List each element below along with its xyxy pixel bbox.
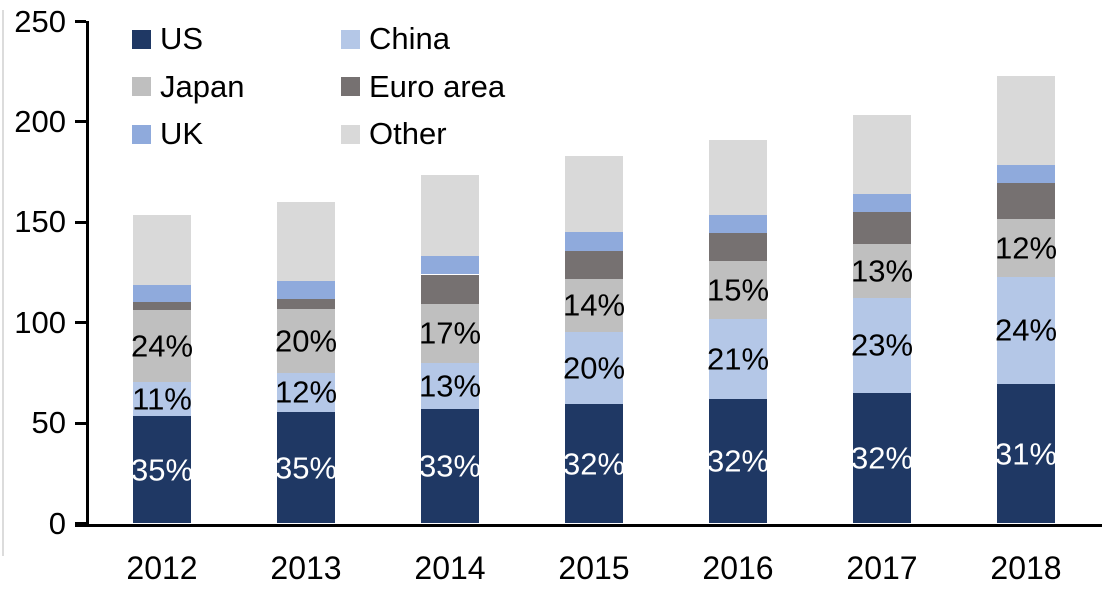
- bar-segment-china-2015: [565, 331, 623, 405]
- bar-segment-us-2013: [277, 412, 335, 524]
- bar-label-us-2015: 32%: [562, 446, 626, 482]
- y-tick: [75, 321, 86, 325]
- x-tick-label-2015: 2015: [558, 550, 630, 586]
- bar-segment-euro-area-2015: [565, 251, 623, 279]
- bar-segment-china-2013: [277, 372, 335, 413]
- bar-segment-euro-area-2017: [853, 212, 911, 245]
- legend-label-euro-area: Euro area: [369, 68, 506, 104]
- y-tick: [75, 522, 86, 525]
- bar-segment-japan-2012: [133, 309, 191, 382]
- bar-label-china-2018: 24%: [994, 312, 1058, 348]
- bar-label-us-2016: 32%: [706, 443, 770, 479]
- bar-label-japan-2016: 15%: [706, 272, 770, 308]
- bar-label-japan-2012: 24%: [130, 328, 194, 364]
- x-tick-label-2018: 2018: [990, 550, 1062, 586]
- y-tick: [75, 20, 86, 23]
- bar-label-japan-2014: 17%: [418, 315, 482, 351]
- x-tick-label-2012: 2012: [126, 550, 198, 586]
- bar-segment-china-2012: [133, 381, 191, 417]
- bar-segment-us-2014: [421, 409, 479, 524]
- bar-segment-other-2012: [133, 215, 191, 285]
- bar-label-us-2013: 35%: [274, 450, 338, 486]
- bar-segment-china-2016: [709, 318, 767, 399]
- bar-segment-japan-2013: [277, 308, 335, 373]
- bar-segment-euro-area-2016: [709, 233, 767, 262]
- y-tick-label: 200: [14, 103, 66, 139]
- x-tick-label-2016: 2016: [702, 550, 774, 586]
- x-tick-label-2013: 2013: [270, 550, 342, 586]
- bar-segment-other-2017: [853, 114, 911, 195]
- bar-label-us-2014: 33%: [418, 448, 482, 484]
- bar-segment-other-2014: [421, 175, 479, 257]
- y-tick-label: 0: [48, 505, 66, 541]
- chart-left-edge-line: [2, 10, 4, 556]
- bar-label-china-2012: 11%: [132, 381, 192, 417]
- bar-segment-euro-area-2014: [421, 274, 479, 304]
- bar-segment-japan-2018: [997, 219, 1055, 277]
- legend-swatch-china: [341, 29, 360, 49]
- bar-segment-china-2014: [421, 362, 479, 410]
- x-tick-label-2017: 2017: [846, 550, 918, 586]
- bar-segment-uk-2015: [565, 232, 623, 252]
- bar-segment-uk-2013: [277, 280, 335, 299]
- bar-label-us-2012: 35%: [130, 452, 194, 488]
- bar-label-china-2016: 21%: [706, 341, 770, 377]
- bar-segment-us-2015: [565, 404, 623, 524]
- bar-segment-japan-2014: [421, 303, 479, 363]
- bar-segment-other-2015: [565, 156, 623, 233]
- bar-segment-euro-area-2018: [997, 183, 1055, 220]
- bar-label-us-2017: 32%: [850, 440, 914, 476]
- bar-segment-uk-2012: [133, 284, 191, 302]
- bar-segment-japan-2017: [853, 244, 911, 298]
- bar-segment-euro-area-2012: [133, 301, 191, 310]
- y-tick-label: 100: [14, 304, 66, 340]
- bar-segment-japan-2015: [565, 278, 623, 332]
- bar-label-china-2015: 20%: [562, 350, 626, 386]
- bar-segment-us-2017: [853, 392, 911, 524]
- legend-swatch-us: [132, 29, 151, 49]
- bar-label-china-2014: 13%: [418, 368, 482, 404]
- legend-swatch-uk: [132, 124, 151, 144]
- y-tick-label: 150: [14, 204, 66, 240]
- legend-label-uk: UK: [160, 116, 204, 151]
- bar-segment-us-2016: [709, 399, 767, 524]
- bar-segment-japan-2016: [709, 261, 767, 319]
- y-tick: [75, 421, 86, 425]
- bar-segment-us-2012: [133, 416, 191, 524]
- bar-segment-china-2017: [853, 297, 911, 393]
- legend-label-us: US: [160, 21, 204, 56]
- chart-legend: US China Japan Euro area UK Other: [0, 0, 1102, 160]
- x-axis-line: [75, 523, 1102, 527]
- bar-segment-other-2013: [277, 202, 335, 281]
- bar-label-us-2018: 31%: [994, 436, 1058, 472]
- bar-segment-uk-2016: [709, 215, 767, 234]
- bar-segment-uk-2014: [421, 256, 479, 275]
- bar-label-japan-2013: 20%: [274, 323, 338, 359]
- bar-segment-us-2018: [997, 383, 1055, 524]
- y-tick-label: 50: [31, 405, 66, 441]
- legend-swatch-japan: [132, 77, 151, 96]
- x-tick-label-2014: 2014: [414, 550, 486, 586]
- y-axis-line: [86, 20, 89, 527]
- legend-label-china: China: [369, 21, 450, 56]
- bar-segment-euro-area-2013: [277, 298, 335, 309]
- legend-swatch-other: [341, 124, 360, 144]
- bar-segment-other-2018: [997, 75, 1055, 166]
- bar-segment-other-2016: [709, 139, 767, 216]
- bar-segment-uk-2018: [997, 165, 1055, 184]
- bar-label-china-2013: 12%: [274, 374, 338, 410]
- y-tick: [75, 120, 86, 124]
- bar-label-japan-2015: 14%: [562, 287, 626, 323]
- bar-segment-china-2018: [997, 276, 1055, 384]
- legend-label-japan: Japan: [160, 68, 245, 104]
- bar-label-china-2017: 23%: [850, 327, 914, 363]
- legend-swatch-euro-area: [341, 77, 360, 96]
- y-tick-label: 250: [14, 3, 66, 39]
- bar-label-japan-2018: 12%: [994, 230, 1058, 266]
- y-tick: [75, 220, 86, 224]
- bar-label-japan-2017: 13%: [850, 253, 914, 289]
- bar-segment-uk-2017: [853, 194, 911, 213]
- legend-label-other: Other: [369, 116, 447, 151]
